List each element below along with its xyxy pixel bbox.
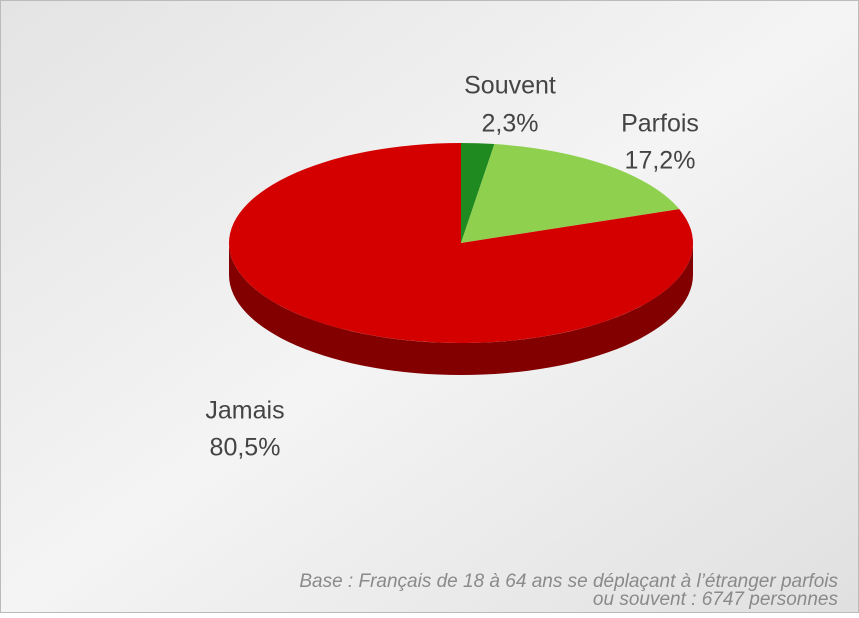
slice — [229, 143, 693, 343]
slice — [461, 144, 680, 243]
slice-label: 17,2% — [625, 147, 696, 175]
slice-side — [229, 243, 693, 375]
slice-name: Jamais — [205, 397, 284, 425]
pie — [229, 143, 693, 375]
slice-label: 80,5% — [210, 434, 281, 462]
footnote: ou souvent : 6747 personnes — [593, 589, 839, 610]
slice-label: 2,3% — [482, 110, 539, 138]
footnote: Base : Français de 18 à 64 ans se déplaç… — [299, 571, 838, 592]
slice — [461, 143, 495, 243]
slice-name: Souvent — [464, 72, 556, 100]
slice-name: Parfois — [621, 110, 699, 138]
